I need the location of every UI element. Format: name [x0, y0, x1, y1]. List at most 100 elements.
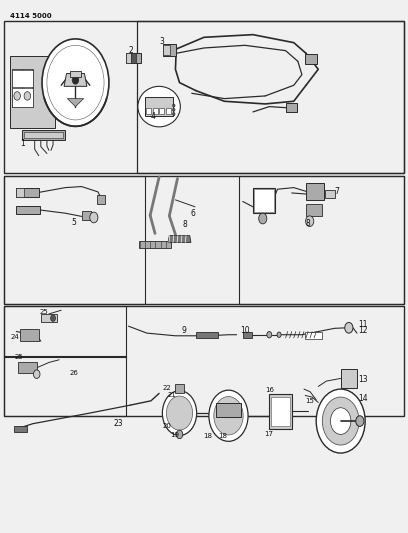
Bar [269, 394, 292, 429]
Circle shape [72, 76, 79, 84]
Bar [305, 54, 317, 64]
Bar [16, 206, 40, 214]
Bar [196, 332, 218, 338]
Text: 20: 20 [162, 423, 171, 430]
Bar [145, 97, 173, 116]
Bar [146, 108, 151, 114]
Bar [12, 70, 33, 87]
Circle shape [322, 397, 359, 445]
Bar [24, 132, 63, 138]
Bar [254, 189, 274, 212]
Bar [159, 108, 164, 114]
Text: 2: 2 [129, 46, 133, 55]
Bar [306, 183, 324, 200]
Bar [306, 204, 322, 216]
Bar [341, 369, 357, 388]
Bar [12, 69, 22, 107]
Polygon shape [64, 74, 87, 86]
Text: 5: 5 [71, 219, 76, 227]
Bar [10, 56, 55, 128]
Text: 17: 17 [264, 431, 273, 438]
Bar [4, 306, 404, 416]
Circle shape [277, 332, 281, 337]
Bar [20, 329, 39, 341]
Text: 23: 23 [113, 419, 123, 428]
Bar [271, 397, 290, 426]
Bar [153, 108, 158, 114]
Bar [18, 362, 37, 373]
Circle shape [162, 391, 197, 435]
Bar [286, 103, 297, 112]
Text: 4114 5000: 4114 5000 [10, 13, 52, 19]
Bar [137, 21, 404, 173]
Bar [16, 188, 39, 197]
Text: 8: 8 [182, 221, 187, 229]
Bar [163, 45, 170, 55]
Bar [305, 332, 322, 339]
Circle shape [173, 112, 175, 116]
Bar [4, 21, 404, 173]
Bar [131, 53, 136, 63]
Circle shape [176, 430, 183, 439]
Text: 12: 12 [358, 326, 368, 335]
Bar [163, 44, 176, 56]
Text: 14: 14 [358, 394, 368, 403]
Circle shape [306, 216, 314, 227]
Bar [14, 426, 27, 432]
Bar [175, 384, 184, 393]
Polygon shape [168, 236, 191, 243]
Text: 16: 16 [265, 387, 274, 393]
Text: 18: 18 [203, 433, 212, 439]
Text: 24: 24 [10, 334, 19, 340]
Text: 6: 6 [191, 209, 196, 217]
Circle shape [330, 408, 351, 434]
Bar [4, 176, 145, 304]
Bar [166, 108, 171, 114]
Text: 9: 9 [181, 326, 186, 335]
Text: 25: 25 [40, 309, 49, 315]
Bar [126, 53, 131, 63]
Bar [97, 195, 105, 204]
Circle shape [209, 390, 248, 441]
Bar [253, 188, 275, 213]
Bar [22, 69, 32, 107]
Circle shape [90, 212, 98, 223]
Circle shape [267, 332, 272, 338]
Text: 13: 13 [358, 375, 368, 384]
Bar [12, 88, 33, 107]
Bar [22, 130, 65, 140]
Bar [4, 176, 404, 304]
Text: 26: 26 [69, 370, 78, 376]
Circle shape [345, 322, 353, 333]
Bar [243, 332, 252, 338]
Text: 15: 15 [305, 398, 314, 404]
Ellipse shape [138, 86, 180, 127]
Bar [12, 69, 33, 107]
Polygon shape [67, 99, 84, 107]
Text: 25: 25 [14, 354, 23, 360]
Text: 8: 8 [306, 220, 310, 228]
Circle shape [33, 370, 40, 378]
Text: 1: 1 [20, 140, 25, 148]
Bar [4, 306, 126, 357]
Text: 7: 7 [335, 188, 339, 196]
Text: 21: 21 [167, 392, 176, 399]
Circle shape [24, 92, 31, 100]
Circle shape [166, 396, 193, 430]
Bar [4, 356, 126, 416]
Bar [239, 176, 404, 304]
Circle shape [173, 108, 175, 111]
Text: 4: 4 [150, 112, 155, 120]
Bar [41, 314, 57, 322]
Bar [325, 190, 335, 198]
Text: 3: 3 [159, 37, 164, 46]
Bar [70, 71, 81, 77]
Circle shape [173, 104, 175, 107]
Circle shape [14, 92, 20, 100]
Bar [16, 188, 24, 197]
Circle shape [316, 389, 365, 453]
Text: 11: 11 [358, 320, 368, 328]
Text: 19: 19 [171, 432, 180, 439]
Text: 10: 10 [240, 326, 250, 335]
Circle shape [259, 213, 267, 224]
